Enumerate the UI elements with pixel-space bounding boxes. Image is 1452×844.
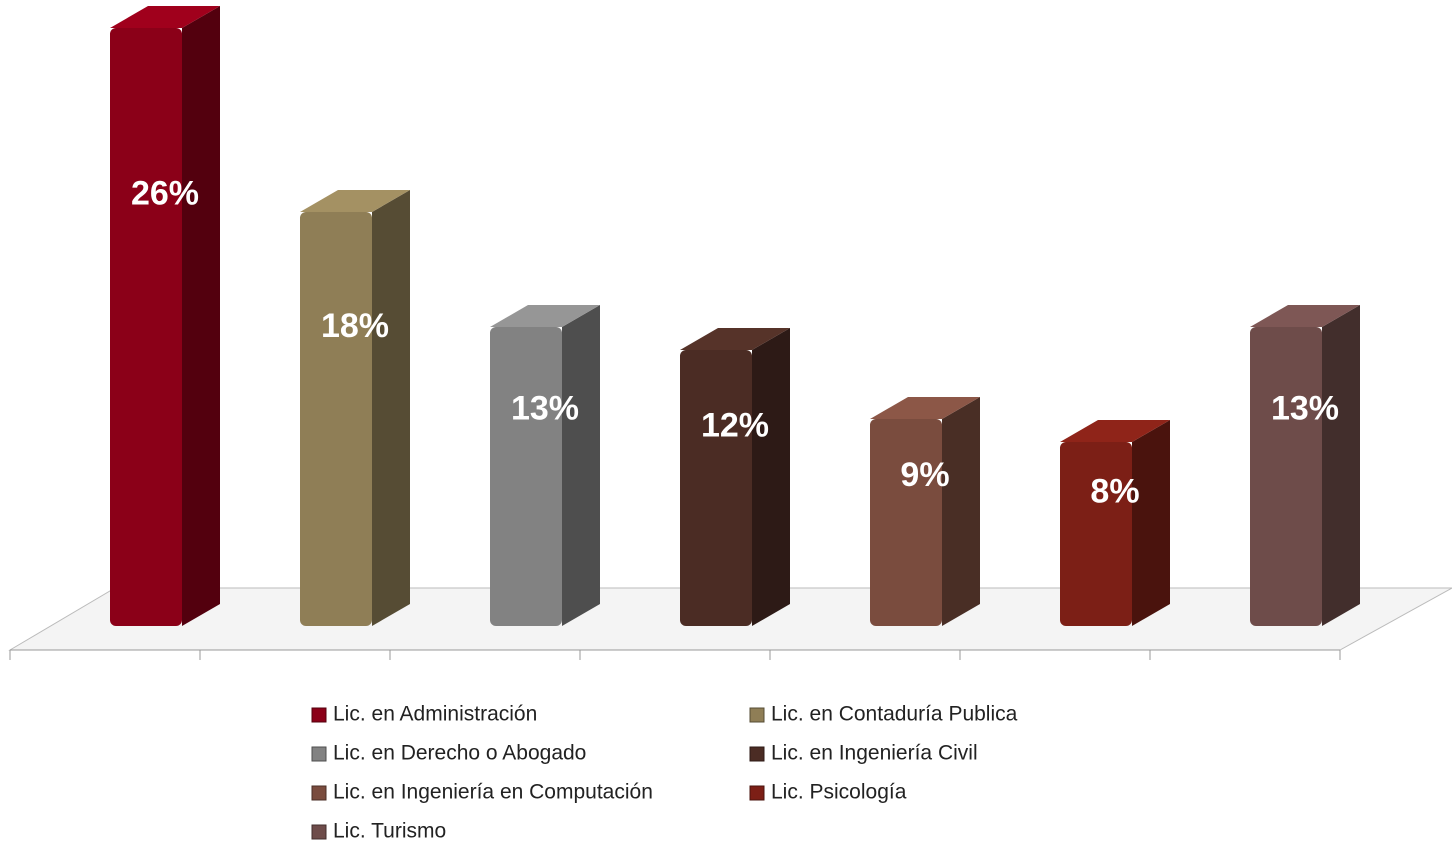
legend-swatch (311, 707, 327, 723)
legend-label: Lic. en Contaduría Publica (771, 703, 1018, 726)
legend-label: Lic. en Ingeniería Civil (771, 742, 978, 765)
bar (300, 212, 372, 626)
value-label: 26% (131, 174, 199, 212)
legend-label: Lic. en Derecho o Abogado (333, 742, 586, 765)
value-label: 9% (900, 456, 949, 494)
bar-side (182, 6, 220, 626)
value-label: 12% (701, 406, 769, 444)
bar-side (372, 190, 410, 626)
bar-side (1322, 305, 1360, 626)
bar-top (680, 328, 790, 350)
legend-label: Lic. en Ingeniería en Computación (333, 781, 653, 804)
legend-swatch (749, 707, 765, 723)
bar (490, 327, 562, 626)
bar-side (1132, 420, 1170, 626)
value-label: 8% (1090, 473, 1139, 511)
bar-top (1060, 420, 1170, 442)
bar (1250, 327, 1322, 626)
value-label: 13% (1271, 390, 1339, 428)
legend-label: Lic. Turismo (333, 820, 446, 843)
legend-swatch (749, 746, 765, 762)
bar-side (942, 397, 980, 626)
legend-swatch (311, 785, 327, 801)
bar-top (1250, 305, 1360, 327)
bar-top (110, 6, 220, 28)
bar-side (562, 305, 600, 626)
bar-top (300, 190, 410, 212)
bar-side (752, 328, 790, 626)
bar-top (870, 397, 980, 419)
legend-label: Lic. Psicología (771, 781, 907, 804)
bar (680, 350, 752, 626)
legend-swatch (311, 824, 327, 840)
legend-label: Lic. en Administración (333, 703, 537, 726)
legend-swatch (311, 746, 327, 762)
value-label: 13% (511, 390, 579, 428)
bar (870, 419, 942, 626)
bar-top (490, 305, 600, 327)
legend-swatch (749, 785, 765, 801)
value-label: 18% (321, 307, 389, 345)
bar (1060, 442, 1132, 626)
bar (110, 28, 182, 626)
